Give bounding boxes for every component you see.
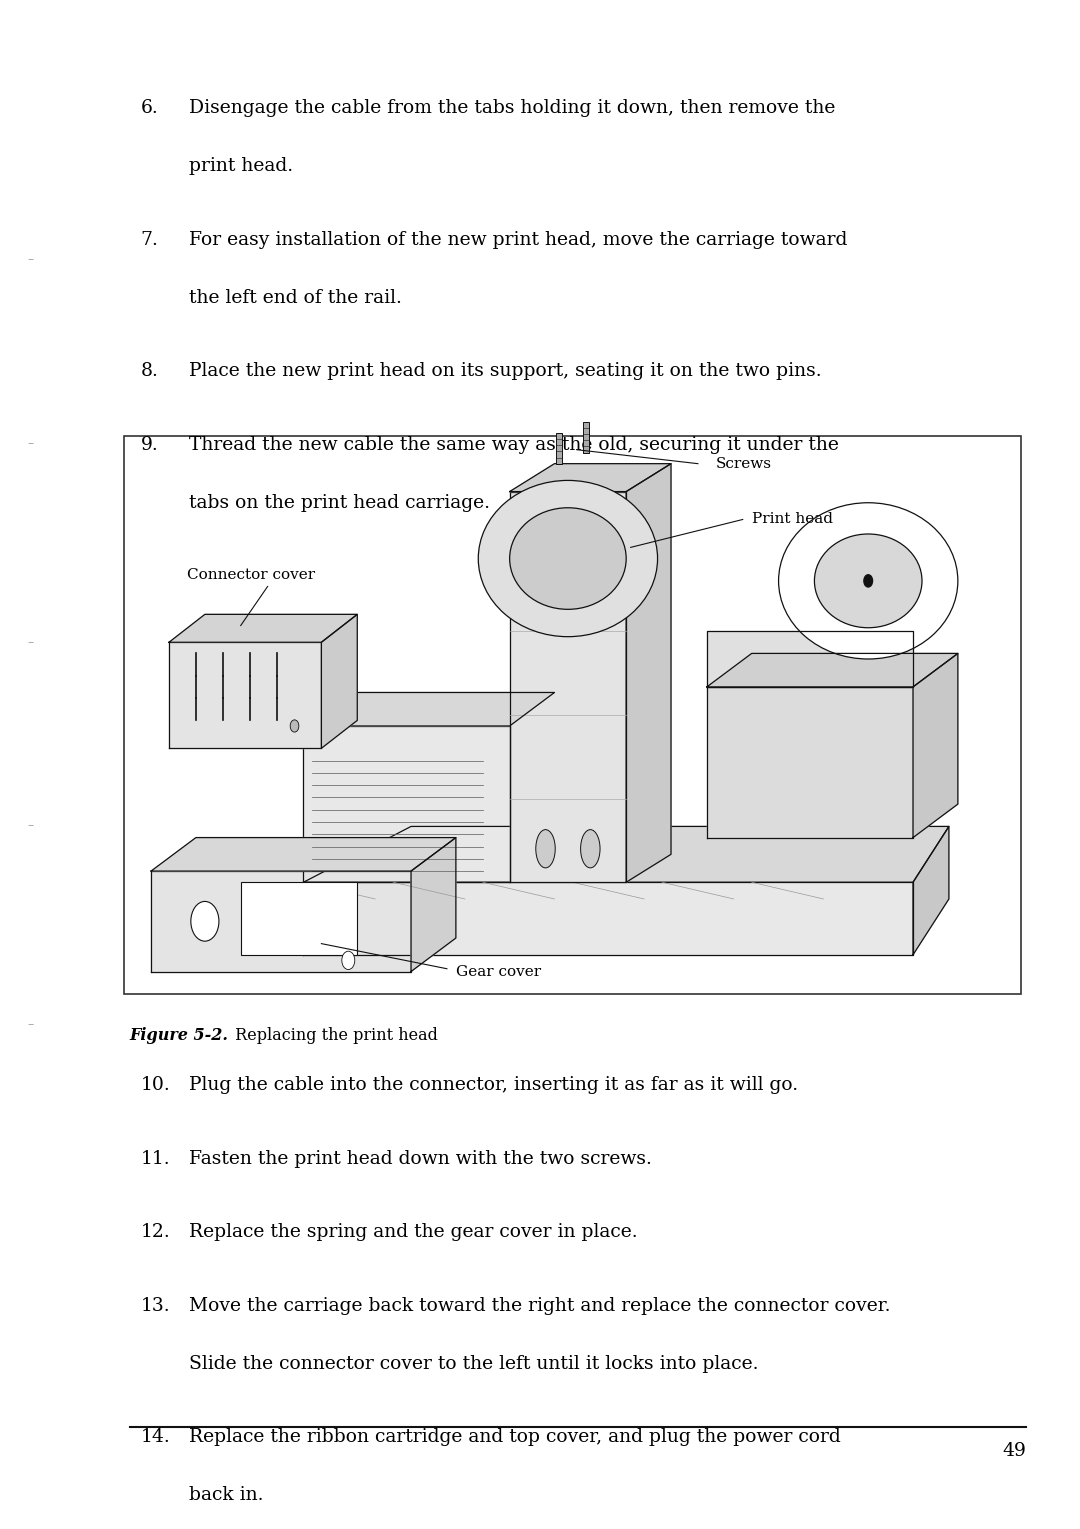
Bar <box>241 882 357 954</box>
Text: 7.: 7. <box>140 231 159 249</box>
Text: Fasten the print head down with the two screws.: Fasten the print head down with the two … <box>189 1150 652 1168</box>
Text: Figure 5-2.: Figure 5-2. <box>130 1027 229 1044</box>
Polygon shape <box>303 693 554 726</box>
Circle shape <box>864 575 873 587</box>
Text: Disengage the cable from the tabs holding it down, then remove the: Disengage the cable from the tabs holdin… <box>189 99 835 118</box>
Polygon shape <box>707 653 958 687</box>
Circle shape <box>341 951 354 969</box>
Ellipse shape <box>814 534 922 628</box>
Text: Plug the cable into the connector, inserting it as far as it will go.: Plug the cable into the connector, inser… <box>189 1076 798 1095</box>
Polygon shape <box>170 615 357 642</box>
Text: Print head: Print head <box>752 512 833 526</box>
Polygon shape <box>626 463 671 882</box>
Text: 49: 49 <box>1002 1442 1026 1460</box>
Text: 8.: 8. <box>140 362 159 381</box>
Bar <box>556 433 563 463</box>
Bar <box>124 436 1021 994</box>
Text: Thread the new cable the same way as the old, securing it under the: Thread the new cable the same way as the… <box>189 436 839 454</box>
Text: 14.: 14. <box>140 1428 171 1446</box>
Text: 10.: 10. <box>140 1076 171 1095</box>
Text: –: – <box>27 254 33 266</box>
Text: the left end of the rail.: the left end of the rail. <box>189 289 402 307</box>
Polygon shape <box>303 826 949 882</box>
Text: –: – <box>27 1018 33 1031</box>
Text: –: – <box>27 820 33 832</box>
Text: Slide the connector cover to the left until it locks into place.: Slide the connector cover to the left un… <box>189 1355 758 1373</box>
Polygon shape <box>303 726 510 882</box>
Text: For easy installation of the new print head, move the carriage toward: For easy installation of the new print h… <box>189 231 848 249</box>
Polygon shape <box>707 687 913 838</box>
Text: Replace the ribbon cartridge and top cover, and plug the power cord: Replace the ribbon cartridge and top cov… <box>189 1428 840 1446</box>
Text: Connector cover: Connector cover <box>187 569 315 583</box>
Text: 6.: 6. <box>140 99 158 118</box>
Polygon shape <box>151 872 411 971</box>
Ellipse shape <box>510 508 626 610</box>
Text: –: – <box>27 437 33 450</box>
Polygon shape <box>510 491 626 882</box>
Polygon shape <box>510 463 671 491</box>
Polygon shape <box>322 615 357 748</box>
Text: 13.: 13. <box>140 1297 170 1315</box>
Polygon shape <box>913 826 949 954</box>
Text: Place the new print head on its support, seating it on the two pins.: Place the new print head on its support,… <box>189 362 822 381</box>
Text: Screws: Screws <box>716 457 772 471</box>
Text: print head.: print head. <box>189 157 293 176</box>
Polygon shape <box>913 653 958 838</box>
Text: Replacing the print head: Replacing the print head <box>230 1027 437 1044</box>
Polygon shape <box>151 838 456 872</box>
Polygon shape <box>411 838 456 971</box>
Polygon shape <box>303 882 913 954</box>
Ellipse shape <box>478 480 658 636</box>
Polygon shape <box>170 642 322 748</box>
Text: Replace the spring and the gear cover in place.: Replace the spring and the gear cover in… <box>189 1223 637 1242</box>
Text: Gear cover: Gear cover <box>456 965 541 979</box>
Text: 12.: 12. <box>140 1223 171 1242</box>
Circle shape <box>191 902 219 942</box>
Text: 11.: 11. <box>140 1150 170 1168</box>
Ellipse shape <box>581 830 600 868</box>
Text: tabs on the print head carriage.: tabs on the print head carriage. <box>189 494 490 512</box>
Ellipse shape <box>536 830 555 868</box>
Text: Move the carriage back toward the right and replace the connector cover.: Move the carriage back toward the right … <box>189 1297 891 1315</box>
Text: 9.: 9. <box>140 436 158 454</box>
Bar <box>582 422 589 453</box>
Circle shape <box>291 720 299 732</box>
Polygon shape <box>707 631 913 687</box>
Text: –: – <box>27 636 33 648</box>
Ellipse shape <box>779 503 958 659</box>
Text: back in.: back in. <box>189 1486 264 1505</box>
